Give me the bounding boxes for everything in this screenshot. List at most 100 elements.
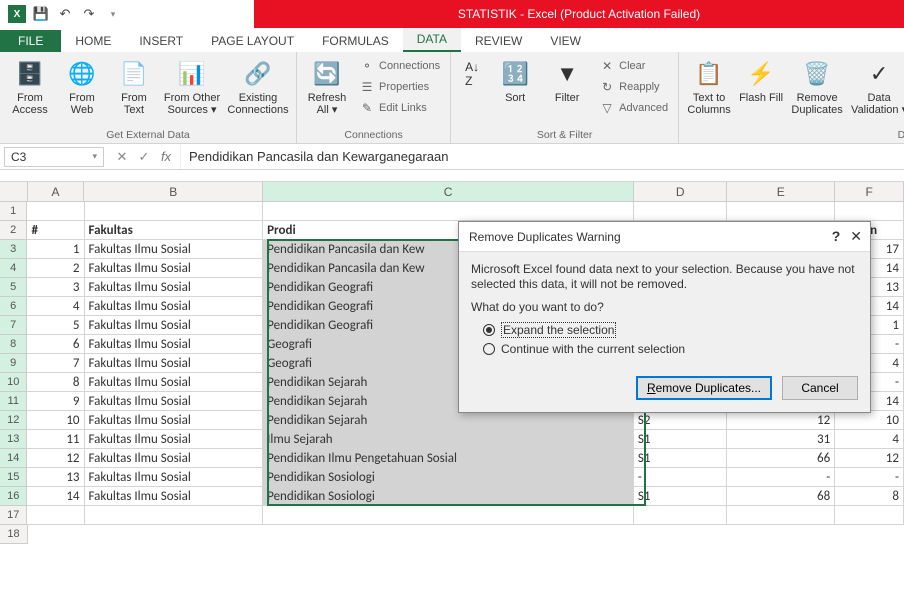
row-header[interactable]: 15 [0,468,27,487]
tab-file[interactable]: FILE [0,30,61,52]
cell[interactable]: Fakultas Ilmu Sosial [85,316,264,335]
clear-button[interactable]: ✕Clear [595,56,672,76]
tab-home[interactable]: HOME [61,30,125,52]
row-header[interactable]: 16 [0,487,27,506]
cell[interactable]: Fakultas Ilmu Sosial [85,240,264,259]
cell[interactable]: Pendidikan Sosiologi [263,487,634,506]
cell[interactable]: 13 [27,468,84,487]
cell[interactable]: Fakultas Ilmu Sosial [85,468,264,487]
cell[interactable] [27,202,84,221]
accept-formula-icon[interactable]: ✓ [134,149,154,165]
cell[interactable]: - [727,468,835,487]
row-header[interactable]: 2 [0,221,27,240]
cell[interactable]: 2 [27,259,84,278]
cell[interactable]: 7 [27,354,84,373]
cancel-formula-icon[interactable]: ✕ [112,149,132,165]
cell[interactable]: Fakultas Ilmu Sosial [85,354,264,373]
cell[interactable]: Fakultas Ilmu Sosial [85,411,264,430]
row-header[interactable]: 4 [0,259,27,278]
sort-az-button[interactable]: A↓Z [457,54,487,90]
sort-button[interactable]: 🔢Sort [491,54,539,104]
cell[interactable]: Pendidikan Sejarah [263,411,634,430]
cell[interactable] [85,202,264,221]
cell[interactable]: 8 [27,373,84,392]
formula-input[interactable]: Pendidikan Pancasila dan Kewarganegaraan [180,144,904,169]
cell[interactable] [27,506,84,525]
cell[interactable]: 4 [835,430,904,449]
cell[interactable]: Fakultas [85,221,264,240]
cell[interactable]: Fakultas Ilmu Sosial [85,373,264,392]
col-header-c[interactable]: C [263,182,634,201]
save-icon[interactable]: 💾 [30,3,52,25]
filter-button[interactable]: ▼Filter [543,54,591,104]
cell[interactable]: Fakultas Ilmu Sosial [85,487,264,506]
row-header[interactable]: 14 [0,449,27,468]
cell[interactable] [835,506,904,525]
properties-button[interactable]: ☰Properties [355,77,444,97]
remove-duplicates-confirm-button[interactable]: Remove Duplicates... [636,376,772,400]
cell[interactable]: 68 [727,487,835,506]
row-header[interactable]: 13 [0,430,27,449]
cell[interactable]: Fakultas Ilmu Sosial [85,449,264,468]
cell[interactable]: Fakultas Ilmu Sosial [85,430,264,449]
cell[interactable]: 10 [27,411,84,430]
col-header-a[interactable]: A [28,182,85,201]
cell[interactable]: - [835,468,904,487]
option-continue[interactable]: Continue with the current selection [471,340,858,358]
cell[interactable]: 31 [727,430,835,449]
row-header[interactable]: 1 [0,202,27,221]
reapply-button[interactable]: ↻Reapply [595,77,672,97]
excel-app-icon[interactable]: X [6,3,28,25]
cell[interactable]: Fakultas Ilmu Sosial [85,297,264,316]
cell[interactable] [727,506,835,525]
from-text-button[interactable]: 📄From Text [110,54,158,116]
cell[interactable]: 12 [835,449,904,468]
undo-icon[interactable]: ↶ [54,3,76,25]
cell[interactable]: S1 [634,430,727,449]
cell[interactable]: 14 [27,487,84,506]
data-validation-button[interactable]: ✓Data Validation ▾ [849,54,904,116]
cell[interactable]: 6 [27,335,84,354]
row-header[interactable]: 10 [0,373,27,392]
col-header-b[interactable]: B [84,182,263,201]
cancel-button[interactable]: Cancel [782,376,858,400]
cell[interactable]: S1 [634,487,727,506]
from-other-button[interactable]: 📊From Other Sources ▾ [162,54,222,116]
qat-dropdown-icon[interactable]: ▾ [102,3,124,25]
option-expand[interactable]: Expand the selection [471,320,858,340]
cell[interactable]: S2 [634,411,727,430]
cell[interactable]: 9 [27,392,84,411]
cell[interactable]: Fakultas Ilmu Sosial [85,392,264,411]
cell[interactable]: Ilmu Sejarah [263,430,634,449]
help-icon[interactable]: ? [832,228,841,245]
cell[interactable] [263,202,634,221]
cell[interactable] [634,202,727,221]
flash-fill-button[interactable]: ⚡Flash Fill [737,54,785,104]
cell[interactable]: Fakultas Ilmu Sosial [85,335,264,354]
cell[interactable]: 8 [835,487,904,506]
cell[interactable]: 10 [835,411,904,430]
col-header-e[interactable]: E [727,182,835,201]
cell[interactable] [727,202,835,221]
cell[interactable]: - [634,468,727,487]
row-header[interactable]: 7 [0,316,27,335]
name-box[interactable]: C3▾ [4,147,104,167]
tab-formulas[interactable]: FORMULAS [308,30,403,52]
cell[interactable]: 1 [27,240,84,259]
from-access-button[interactable]: 🗄️From Access [6,54,54,116]
fx-icon[interactable]: fx [156,149,176,165]
row-header[interactable]: 3 [0,240,27,259]
cell[interactable] [263,506,634,525]
cell[interactable]: 5 [27,316,84,335]
cell[interactable]: 4 [27,297,84,316]
tab-data[interactable]: DATA [403,28,461,52]
cell[interactable]: Pendidikan Sosiologi [263,468,634,487]
row-header[interactable]: 8 [0,335,27,354]
text-to-columns-button[interactable]: 📋Text to Columns [685,54,733,116]
redo-icon[interactable]: ↷ [78,3,100,25]
row-header[interactable]: 6 [0,297,27,316]
tab-view[interactable]: VIEW [536,30,595,52]
close-icon[interactable]: ✕ [850,228,862,245]
cell[interactable]: 66 [727,449,835,468]
row-header[interactable]: 5 [0,278,27,297]
